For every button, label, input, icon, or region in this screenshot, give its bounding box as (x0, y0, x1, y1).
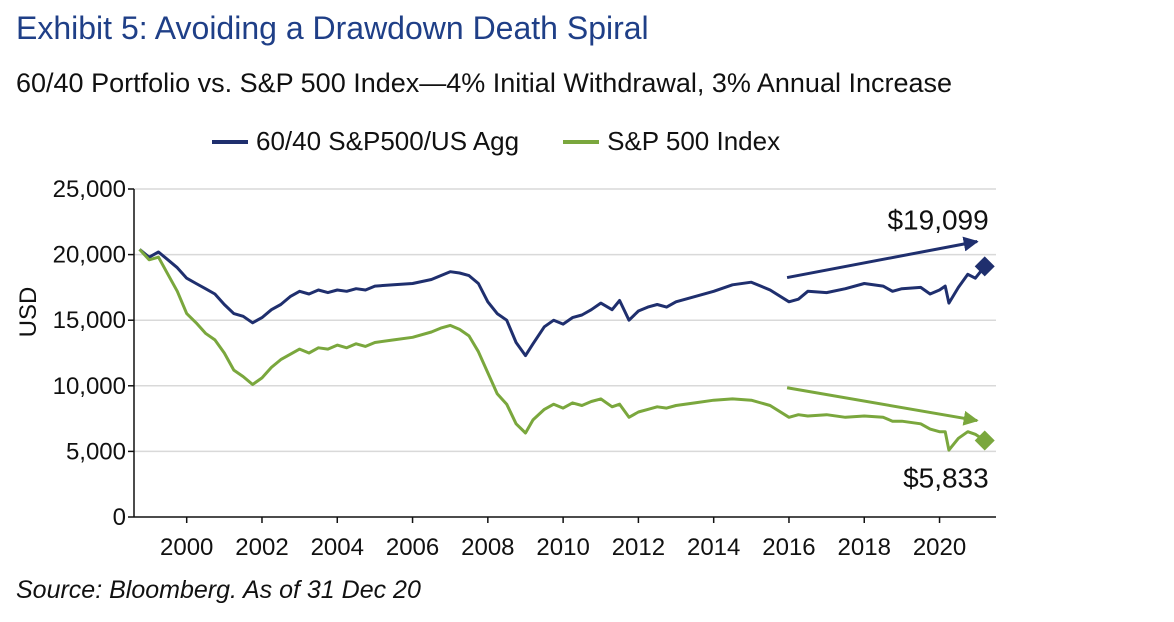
y-tick-label-5000: 5,000 (66, 438, 126, 465)
x-tick-label-2014: 2014 (687, 534, 740, 561)
endpoint-label-series-2: $5,833 (903, 462, 989, 493)
axes (133, 189, 996, 518)
y-axis-ticks: 0 5,000 10,000 15,000 20,000 25,000 (53, 176, 134, 531)
x-tick-label-2010: 2010 (536, 534, 589, 561)
y-tick-label-20000: 20,000 (53, 242, 126, 269)
chart-subtitle: 60/40 Portfolio vs. S&P 500 Index—4% Ini… (16, 68, 953, 98)
endpoint-marker-series-2 (974, 430, 995, 451)
x-tick-label-2004: 2004 (311, 534, 364, 561)
x-tick-label-2006: 2006 (386, 534, 439, 561)
y-tick-label-25000: 25,000 (53, 176, 126, 203)
x-tick-label-2008: 2008 (461, 534, 514, 561)
x-tick-label-2020: 2020 (913, 534, 966, 561)
y-tick-label-0: 0 (113, 504, 126, 531)
gridlines (134, 188, 996, 453)
legend-swatch-series-2 (563, 139, 600, 144)
x-axis-ticks: 2000 2002 2004 2006 2008 2010 2012 2014 2016 2018… (160, 517, 966, 561)
legend-item-series-2: S&P 500 Index (563, 126, 780, 157)
legend-item-series-1: 60/40 S&P500/US Agg (212, 126, 519, 157)
series-line-1 (138, 248, 986, 358)
y-tick-label-15000: 15,000 (53, 307, 126, 334)
legend-label-series-2: S&P 500 Index (607, 126, 781, 156)
legend-label-series-1: 60/40 S&P500/US Agg (256, 126, 520, 156)
trend-arrow-series-2 (786, 386, 979, 426)
chart-title: Exhibit 5: Avoiding a Drawdown Death Spi… (16, 10, 649, 46)
endpoint-label-series-1: $19,099 (887, 204, 988, 235)
endpoint-marker-series-1 (974, 256, 995, 277)
x-tick-label-2002: 2002 (235, 534, 288, 561)
y-tick-label-10000: 10,000 (53, 373, 126, 400)
x-tick-label-2016: 2016 (762, 534, 815, 561)
legend-swatch-series-1 (212, 139, 248, 144)
annotations: $19,099 $5,833 (786, 204, 995, 493)
series-line-2 (138, 248, 986, 452)
x-tick-label-2000: 2000 (160, 534, 213, 561)
series-lines (138, 248, 986, 452)
x-tick-label-2012: 2012 (612, 534, 665, 561)
y-axis-label: USD (15, 287, 42, 338)
x-tick-label-2018: 2018 (838, 534, 891, 561)
source-note: Source: Bloomberg. As of 31 Dec 20 (16, 576, 421, 604)
trend-arrow-series-1 (786, 236, 979, 280)
legend: 60/40 S&P500/US Agg S&P 500 Index (212, 126, 824, 157)
